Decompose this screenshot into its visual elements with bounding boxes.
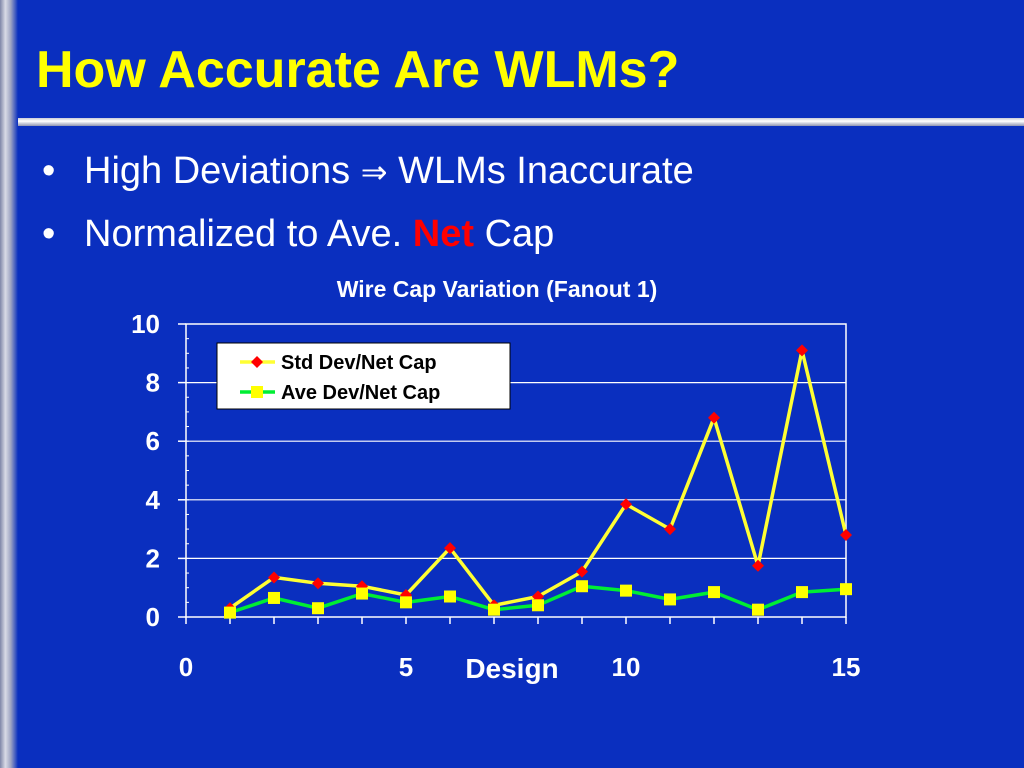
data-point	[268, 591, 280, 604]
bullet-item: • Normalized to Ave. Net Cap	[42, 203, 694, 265]
bullet-text: WLMs Inaccurate	[398, 150, 694, 192]
data-point	[356, 587, 368, 600]
chart-title: Wire Cap Variation (Fanout 1)	[337, 276, 658, 302]
data-point	[664, 523, 676, 536]
title-divider	[18, 118, 1024, 126]
y-tick-label: 6	[146, 426, 160, 456]
data-point	[664, 593, 676, 606]
implies-arrow-icon: ⇒	[360, 153, 388, 191]
data-point	[708, 411, 720, 424]
data-point	[840, 528, 852, 541]
legend-label: Std Dev/Net Cap	[281, 352, 437, 374]
data-point	[444, 590, 456, 603]
data-point	[444, 542, 456, 555]
legend-marker	[251, 386, 263, 398]
data-point	[488, 603, 500, 616]
data-point	[752, 559, 764, 572]
legend-label: Ave Dev/Net Cap	[281, 382, 440, 404]
x-tick-label: 5	[399, 652, 413, 682]
x-tick-label: 10	[612, 652, 641, 682]
slide-left-edge	[0, 0, 18, 768]
data-point	[620, 498, 632, 511]
bullet-dot: •	[42, 213, 56, 255]
data-point	[224, 606, 236, 619]
y-tick-label: 10	[131, 309, 160, 339]
bullet-item: • High Deviations ⇒ WLMs Inaccurate	[42, 140, 694, 203]
data-point	[796, 344, 808, 357]
x-axis-label: Design	[465, 653, 558, 684]
data-point	[708, 586, 720, 599]
bullet-list: • High Deviations ⇒ WLMs Inaccurate • Norm…	[42, 140, 694, 265]
data-point	[576, 580, 588, 593]
plot-area: 0 2 4 6 8 10 0 5 10 15 Std Dev/Net Cap Ave Dev/Net …	[131, 309, 860, 682]
legend-marker	[251, 356, 263, 368]
bullet-text: High Deviations	[84, 150, 351, 192]
x-tick-label: 0	[179, 652, 193, 682]
data-point	[268, 571, 280, 584]
y-tick-label: 4	[146, 485, 161, 515]
bullet-dot: •	[42, 150, 56, 192]
data-point	[312, 602, 324, 615]
data-point	[752, 603, 764, 616]
data-point	[620, 584, 632, 597]
data-point	[400, 596, 412, 609]
x-tick-label: 15	[832, 652, 861, 682]
data-point	[312, 577, 324, 590]
legend-box	[216, 342, 511, 410]
bullet-text: Cap	[484, 213, 555, 255]
y-tick-label: 2	[146, 543, 160, 573]
y-tick-label: 0	[146, 602, 160, 632]
data-point	[532, 599, 544, 612]
data-point	[576, 565, 588, 578]
slide-title: How Accurate Are WLMs?	[36, 41, 680, 99]
bullet-accent-text: Net	[412, 213, 475, 255]
data-point	[840, 583, 852, 596]
data-point	[796, 586, 808, 599]
y-tick-label: 8	[146, 368, 160, 398]
bullet-text: Normalized to Ave.	[84, 213, 403, 255]
